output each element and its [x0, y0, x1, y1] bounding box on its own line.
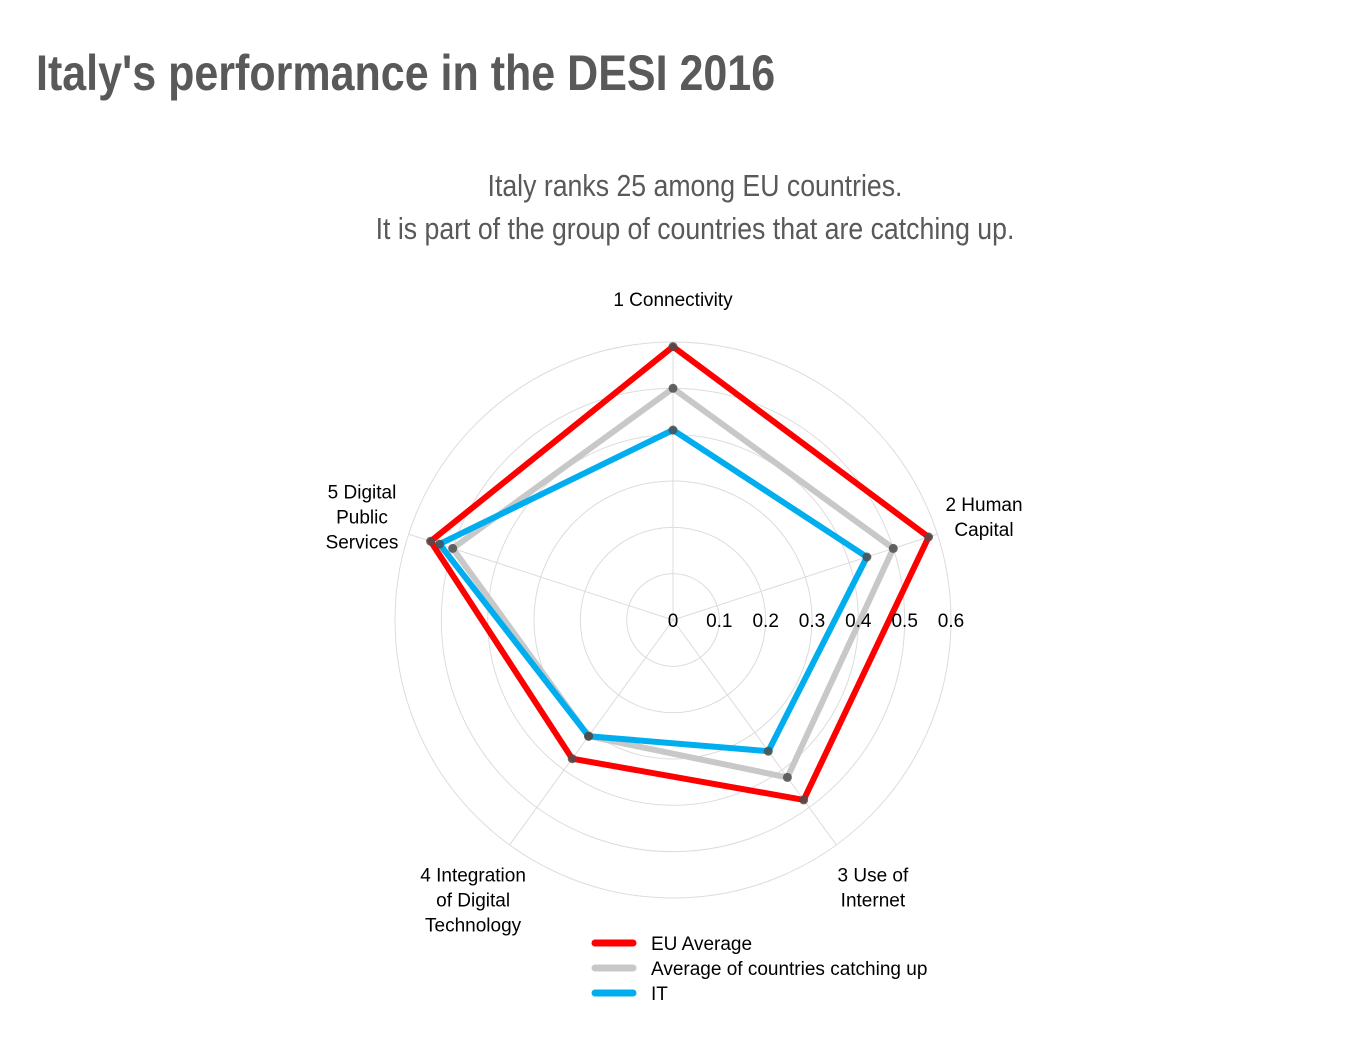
data-point	[782, 772, 792, 782]
radial-tick-label: 0	[668, 611, 679, 632]
data-point	[426, 536, 436, 546]
data-point	[763, 746, 773, 756]
axis-label-5: 5 Digital Public Services	[326, 482, 399, 553]
radial-tick-label: 0.5	[891, 611, 917, 632]
spoke-line	[672, 619, 837, 846]
series-line-3	[434, 426, 871, 755]
subtitle-line-2: It is part of the group of countries tha…	[375, 211, 1015, 246]
legend: EU Average Average of countries catching …	[591, 934, 927, 1005]
data-point	[668, 342, 678, 352]
subtitle-line-1: Italy ranks 25 among EU countries.	[487, 168, 903, 203]
data-point	[435, 539, 444, 549]
data-point	[888, 543, 898, 553]
axis-label-1: 1 Connectivity	[613, 290, 733, 311]
data-point	[924, 532, 934, 542]
data-point	[584, 731, 594, 741]
axis-label-4: 4 Integration of Digital Technology	[420, 866, 526, 937]
axis-label-3: 3 Use of Internet	[838, 866, 909, 912]
radar-series	[426, 342, 934, 805]
data-point	[862, 552, 872, 562]
radial-tick-label: 0.1	[706, 611, 732, 632]
axis-labels: 1 Connectivity 2 Human Capital 3 Use of Inte…	[326, 290, 1023, 937]
legend-label: EU Average	[651, 934, 752, 955]
data-point	[668, 383, 678, 393]
radial-tick-label: 0.3	[799, 611, 825, 632]
radial-tick-labels: 0 0.1 0.2 0.3 0.4 0.5 0.6	[668, 611, 965, 632]
spoke-line	[509, 619, 674, 846]
spoke-line	[408, 533, 674, 621]
legend-label: Average of countries catching up	[651, 959, 927, 980]
data-point	[448, 543, 458, 553]
radial-tick-label: 0.4	[845, 611, 872, 632]
data-point	[567, 754, 577, 764]
page-title: Italy's performance in the DESI 2016	[36, 45, 776, 101]
data-point	[799, 795, 809, 805]
legend-label: IT	[651, 984, 668, 1005]
axis-label-2: 2 Human Capital	[945, 495, 1022, 541]
series-line-1	[426, 342, 933, 804]
radial-tick-label: 0.6	[938, 611, 964, 632]
radial-tick-label: 0.2	[752, 611, 778, 632]
data-point	[668, 425, 678, 435]
